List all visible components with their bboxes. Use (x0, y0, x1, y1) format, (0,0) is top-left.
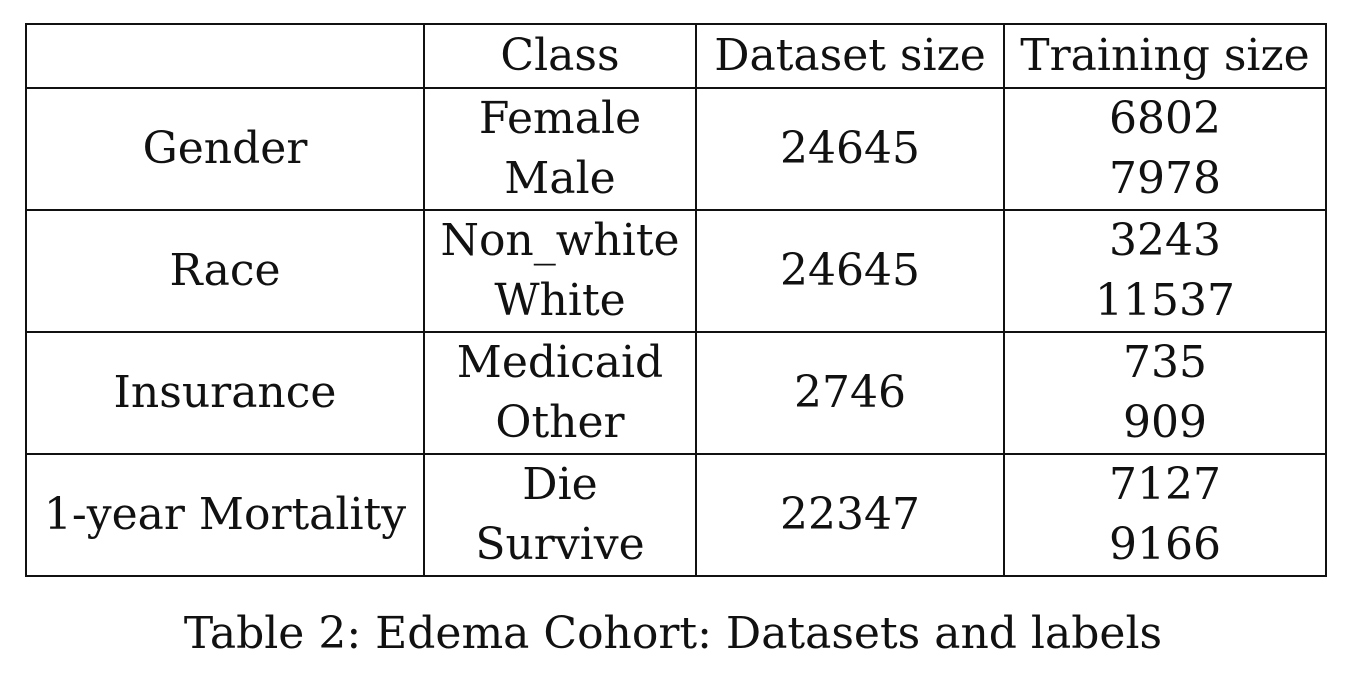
dataset-size-cell: 24645 (695, 209, 1005, 333)
training-size-cell: 3243 11537 (1003, 209, 1327, 333)
training-size-cell: 6802 7978 (1003, 87, 1327, 211)
class-label: Die (522, 459, 598, 510)
table-row: Race Non_white White 24645 3243 11537 (25, 209, 1327, 333)
attribute-cell: Insurance (25, 331, 425, 455)
training-size-value: 7127 (1109, 459, 1221, 510)
class-label: Medicaid (456, 337, 664, 388)
training-size-value: 7978 (1109, 153, 1221, 204)
class-label: Survive (475, 519, 645, 570)
training-size-value: 11537 (1095, 275, 1235, 326)
class-label: Female (478, 93, 642, 144)
header-row: Class Dataset size Training size (25, 23, 1327, 89)
training-size-value: 3243 (1109, 215, 1221, 266)
class-label: Non_white (440, 215, 680, 266)
header-class: Class (423, 23, 697, 89)
class-cell: Medicaid Other (423, 331, 697, 455)
dataset-size-cell: 2746 (695, 331, 1005, 455)
attribute-cell: Race (25, 209, 425, 333)
attribute-cell: Gender (25, 87, 425, 211)
class-label: Other (495, 397, 625, 448)
attribute-cell: 1-year Mortality (25, 453, 425, 577)
class-cell: Die Survive (423, 453, 697, 577)
training-size-value: 6802 (1109, 93, 1221, 144)
class-label: Male (504, 153, 616, 204)
header-training-size: Training size (1003, 23, 1327, 89)
table-container: Class Dataset size Training size Gender … (25, 23, 1327, 577)
training-size-cell: 735 909 (1003, 331, 1327, 455)
training-size-value: 909 (1123, 397, 1207, 448)
training-size-value: 735 (1123, 337, 1207, 388)
table-row: Gender Female Male 24645 6802 7978 (25, 87, 1327, 211)
table-row: Insurance Medicaid Other 2746 735 909 (25, 331, 1327, 455)
dataset-size-cell: 24645 (695, 87, 1005, 211)
training-size-cell: 7127 9166 (1003, 453, 1327, 577)
data-table: Class Dataset size Training size Gender … (25, 23, 1327, 577)
class-label: White (494, 275, 626, 326)
header-dataset-size: Dataset size (695, 23, 1005, 89)
dataset-size-cell: 22347 (695, 453, 1005, 577)
table-row: 1-year Mortality Die Survive 22347 7127 … (25, 453, 1327, 577)
header-empty (25, 23, 425, 89)
training-size-value: 9166 (1109, 519, 1221, 570)
class-cell: Female Male (423, 87, 697, 211)
class-cell: Non_white White (423, 209, 697, 333)
table-caption: Table 2: Edema Cohort: Datasets and labe… (183, 608, 1163, 659)
